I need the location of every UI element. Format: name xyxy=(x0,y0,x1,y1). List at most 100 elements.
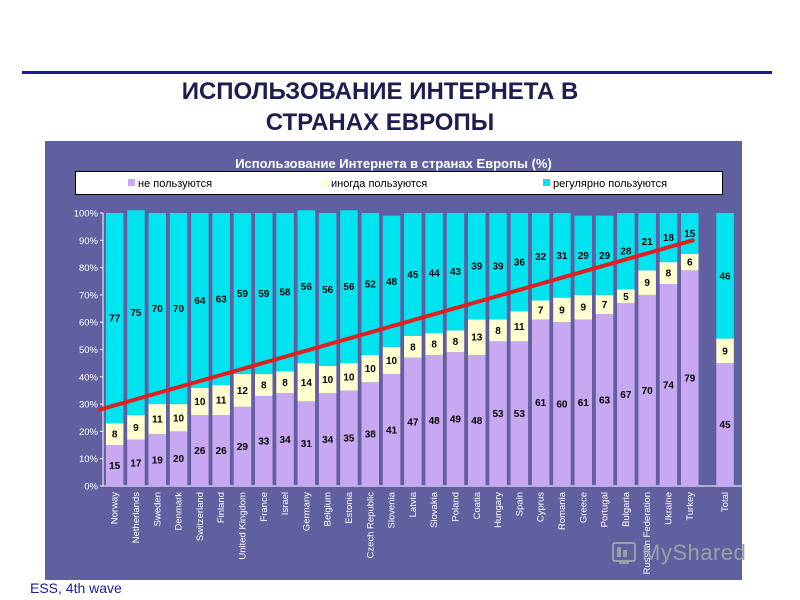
data-label-regular: 21 xyxy=(642,237,654,248)
legend-swatch-never xyxy=(128,179,135,186)
bar-segment-sometimes xyxy=(105,423,124,446)
watermark-text: MyShared xyxy=(642,540,747,565)
legend-label-sometimes: иногда пользуются xyxy=(331,178,428,190)
data-label-never: 29 xyxy=(237,442,249,453)
data-label-sometimes: 12 xyxy=(237,386,249,397)
bar-segment-never xyxy=(127,439,145,486)
data-label-never: 61 xyxy=(535,398,547,409)
data-label-never: 34 xyxy=(279,435,291,446)
bar-segment-sometimes xyxy=(489,319,507,342)
x-category-label: Hungary xyxy=(493,492,504,528)
bar-segment-never xyxy=(169,431,188,486)
x-category-label: Switzerland xyxy=(195,492,206,541)
data-label-never: 67 xyxy=(620,390,632,401)
x-category-label: Greece xyxy=(578,492,589,523)
data-label-regular: 46 xyxy=(719,271,731,282)
bar-segment-regular xyxy=(255,213,273,375)
x-category-label: Estonia xyxy=(344,491,355,523)
bar-segment-regular xyxy=(595,215,614,295)
data-label-never: 45 xyxy=(719,420,731,431)
data-label-never: 61 xyxy=(578,398,590,409)
legend-label-never: не пользуются xyxy=(138,178,213,190)
x-category-label: Turkey xyxy=(685,492,696,521)
data-label-sometimes: 7 xyxy=(538,305,544,316)
x-category-label: Finland xyxy=(216,492,227,523)
bar-segment-sometimes xyxy=(191,387,209,416)
legend-swatch-sometimes xyxy=(321,179,328,186)
bar-segment-regular xyxy=(404,213,422,336)
legend-item-regular: регулярно пользуются xyxy=(543,178,667,190)
data-label-regular: 75 xyxy=(130,308,142,319)
data-label-never: 60 xyxy=(556,400,568,411)
bar-segment-sometimes xyxy=(595,294,614,315)
data-label-regular: 70 xyxy=(152,304,164,315)
x-category-label: Czech Republic xyxy=(365,492,376,559)
data-label-sometimes: 6 xyxy=(687,258,693,269)
bar-segment-sometimes xyxy=(127,415,145,440)
bar-segment-sometimes xyxy=(510,311,529,342)
data-label-sometimes: 9 xyxy=(644,278,650,289)
bar-segment-never xyxy=(716,363,734,486)
bar-segment-sometimes xyxy=(318,365,337,394)
bar-segment-regular xyxy=(127,210,145,416)
data-label-never: 41 xyxy=(386,426,398,437)
legend-label-regular: регулярно пользуются xyxy=(553,178,668,190)
bar-segment-never xyxy=(595,314,614,486)
data-label-sometimes: 11 xyxy=(216,396,227,407)
data-label-sometimes: 8 xyxy=(282,378,288,389)
bar-segment-regular xyxy=(574,215,592,295)
bar-segment-regular xyxy=(382,215,401,347)
data-label-never: 31 xyxy=(301,439,313,450)
bar-segment-never xyxy=(255,395,273,486)
chart-legend: не пользуются иногда пользуются регулярн… xyxy=(75,171,723,195)
chart-title: Использование Интернета в странах Европы… xyxy=(235,156,552,171)
x-category-label: Belgium xyxy=(323,492,334,526)
bar-segment-sometimes xyxy=(638,270,656,295)
data-label-sometimes: 9 xyxy=(559,305,565,316)
data-label-sometimes: 8 xyxy=(112,430,118,441)
bar-segment-never xyxy=(681,270,699,486)
bar-segment-never xyxy=(212,415,230,486)
data-label-regular: 77 xyxy=(109,314,121,325)
data-label-never: 26 xyxy=(216,446,228,457)
data-label-never: 48 xyxy=(429,416,441,427)
data-label-never: 19 xyxy=(152,456,164,467)
watermark-logo-icon xyxy=(612,542,636,564)
bar-segment-sometimes xyxy=(148,404,166,435)
bar-segment-regular xyxy=(191,213,209,388)
data-label-sometimes: 8 xyxy=(666,269,672,280)
bar-segment-regular xyxy=(531,213,550,301)
bar-segment-regular xyxy=(233,213,252,375)
bar-segment-sometimes xyxy=(361,354,379,383)
bar-segment-sometimes xyxy=(446,330,465,353)
bar-segment-never xyxy=(489,341,507,486)
data-label-sometimes: 11 xyxy=(514,322,525,333)
data-label-regular: 31 xyxy=(556,251,568,262)
bar-segment-never xyxy=(659,283,678,486)
bar-segment-sometimes xyxy=(255,374,273,396)
data-label-never: 17 xyxy=(130,458,142,469)
data-label-sometimes: 7 xyxy=(602,300,608,311)
bar-segment-sometimes xyxy=(659,262,678,284)
x-category-label: Sweden xyxy=(152,492,163,526)
data-label-never: 15 xyxy=(109,461,121,472)
x-category-label: Coatia xyxy=(472,491,483,519)
slide-title-line-1: ИСПОЛЬЗОВАНИЕ ИНТЕРНЕТА В xyxy=(181,78,579,105)
bar-segment-regular xyxy=(361,213,379,355)
bar-segment-never xyxy=(382,374,401,486)
source-footer: ESS, 4th wave xyxy=(30,580,122,596)
x-category-label: Denmark xyxy=(174,492,185,531)
data-label-regular: 32 xyxy=(535,252,547,263)
bar-segment-never xyxy=(340,390,358,486)
x-category-label: Latvia xyxy=(408,491,419,517)
bar-segment-regular xyxy=(446,213,465,331)
bar-segment-sometimes xyxy=(233,374,252,407)
data-label-regular: 59 xyxy=(258,289,270,300)
slide-title-line-2: СТРАНАХ ЕВРОПЫ xyxy=(265,109,495,136)
x-category-label: Israel xyxy=(280,492,291,515)
data-label-never: 33 xyxy=(258,436,270,447)
bar-segment-regular xyxy=(716,213,734,339)
bar-segment-regular xyxy=(212,213,230,385)
data-label-sometimes: 5 xyxy=(623,292,629,303)
